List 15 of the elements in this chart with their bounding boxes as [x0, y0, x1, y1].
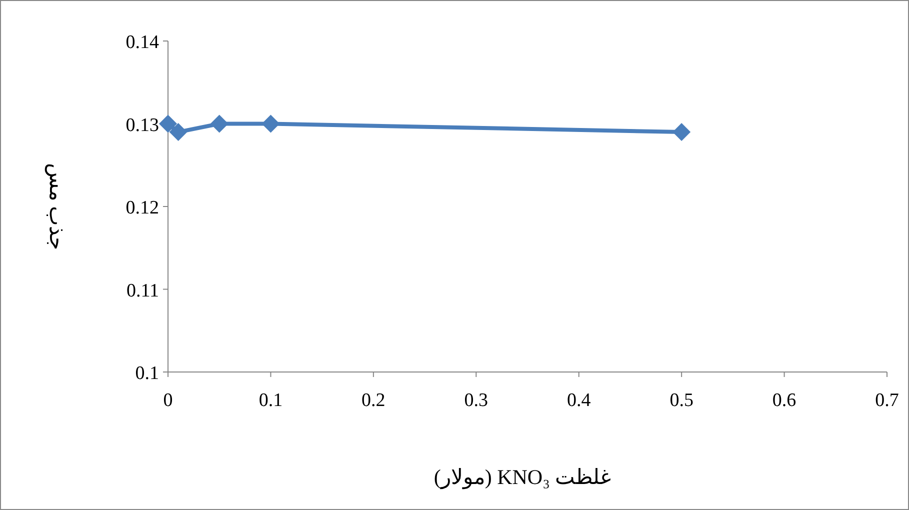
y-axis-title: جذب مس [44, 162, 69, 250]
x-tick-label: 0.1 [258, 390, 283, 411]
y-tick-label: 0.13 [126, 114, 159, 136]
x-tick-label: 0.6 [772, 390, 796, 411]
x-tick-label: 0.7 [875, 390, 899, 411]
y-tick-label: 0.11 [126, 280, 159, 302]
y-tick-label: 0.12 [126, 198, 159, 218]
x-tick-label: 0.3 [464, 390, 488, 411]
y-tick-label: 0.14 [126, 32, 160, 53]
y-tick-label: 0.1 [135, 363, 159, 384]
x-tick-label: 0.4 [566, 390, 592, 411]
x-tick-label: 0.2 [362, 390, 386, 411]
x-axis-title: غلظت KNO₃ (مولار) [434, 465, 612, 490]
x-tick-label: 0.5 [670, 390, 694, 411]
x-tick-label: 0 [163, 390, 173, 411]
